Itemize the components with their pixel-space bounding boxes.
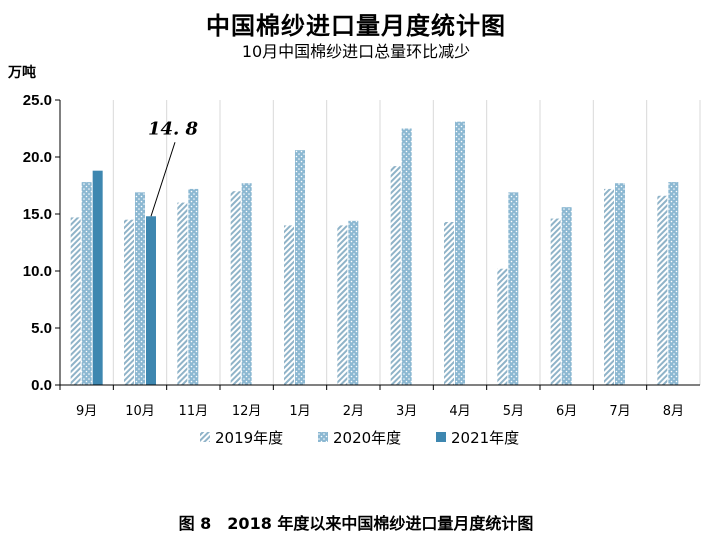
legend-label: 2021年度 <box>451 429 519 447</box>
bar-2019年度-6月 <box>550 218 561 385</box>
legend-label: 2019年度 <box>215 429 283 447</box>
bar-2020年度-10月 <box>135 192 145 385</box>
bar-2019年度-9月 <box>70 217 81 385</box>
x-tick-label: 10月 <box>125 404 155 419</box>
x-tick-label: 5月 <box>503 404 524 419</box>
x-tick-label: 2月 <box>343 404 364 419</box>
bar-2020年度-7月 <box>615 183 625 385</box>
y-tick-label: 10.0 <box>23 263 52 280</box>
legend-swatch <box>200 432 210 442</box>
y-tick-label: 0.0 <box>31 377 52 394</box>
legend-label: 2020年度 <box>333 429 401 447</box>
x-tick-label: 3月 <box>396 404 417 419</box>
x-tick-label: 4月 <box>449 404 470 419</box>
bar-2020年度-11月 <box>188 188 199 385</box>
chart-title: 中国棉纱进口量月度统计图 <box>206 11 506 40</box>
x-tick-label: 8月 <box>663 404 684 419</box>
x-tick-label: 7月 <box>609 404 630 419</box>
bar-2020年度-9月 <box>81 182 92 385</box>
legend-swatch <box>436 432 446 442</box>
bar-2020年度-8月 <box>668 182 679 385</box>
chart-subtitle: 10月中国棉纱进口总量环比减少 <box>241 42 471 61</box>
bar-2019年度-3月 <box>390 166 401 385</box>
bar-2020年度-2月 <box>348 220 359 385</box>
bar-2020年度-1月 <box>295 150 305 385</box>
bar-2019年度-2月 <box>337 225 348 385</box>
bar-2019年度-11月 <box>177 202 188 385</box>
y-tick-label: 20.0 <box>23 149 52 166</box>
bar-2019年度-5月 <box>497 268 508 385</box>
bar-2020年度-6月 <box>561 207 572 385</box>
figure-caption: 图 8 2018 年度以来中国棉纱进口量月度统计图 <box>178 514 534 533</box>
bar-2020年度-12月 <box>241 183 252 385</box>
annotation-leader-line <box>150 142 176 217</box>
bar-2019年度-4月 <box>444 221 454 385</box>
x-tick-label: 9月 <box>76 404 97 419</box>
y-axis-unit-label: 万吨 <box>8 65 36 81</box>
x-tick-label: 6月 <box>556 404 577 419</box>
bar-2019年度-12月 <box>230 191 241 385</box>
bar-2020年度-4月 <box>455 121 465 385</box>
x-tick-label: 12月 <box>232 404 262 419</box>
x-tick-label: 1月 <box>289 404 310 419</box>
annotation-label: 14. 8 <box>148 118 199 139</box>
bar-2020年度-3月 <box>401 128 412 385</box>
y-tick-label: 5.0 <box>31 320 52 337</box>
bar-2019年度-7月 <box>604 188 614 385</box>
bar-2019年度-1月 <box>284 225 294 385</box>
bar-2019年度-8月 <box>657 195 668 385</box>
bar-chart: 0.0 5.0 10.0 15.0 20.0 25.0 9月 10月 11月 12月 1月 2月 3月 4… <box>23 92 701 447</box>
bar-2021年度-10月 <box>146 216 156 385</box>
y-tick-label: 25.0 <box>23 92 52 109</box>
y-tick-label: 15.0 <box>23 206 52 223</box>
x-tick-label: 11月 <box>179 404 209 419</box>
bar-2021年度-9月 <box>92 170 103 385</box>
legend-swatch <box>318 432 328 442</box>
bar-2019年度-10月 <box>124 219 134 385</box>
bar-2020年度-5月 <box>508 192 519 385</box>
